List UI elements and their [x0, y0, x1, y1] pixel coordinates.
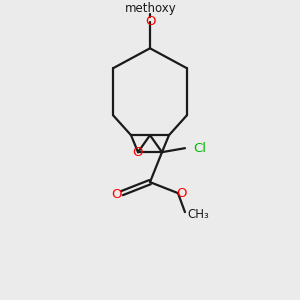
- Text: Cl: Cl: [193, 142, 206, 155]
- Text: O: O: [132, 146, 142, 159]
- Text: O: O: [145, 15, 155, 28]
- Text: O: O: [177, 187, 187, 200]
- Text: CH₃: CH₃: [187, 208, 209, 220]
- Text: O: O: [111, 188, 121, 201]
- Text: methoxy: methoxy: [125, 2, 177, 15]
